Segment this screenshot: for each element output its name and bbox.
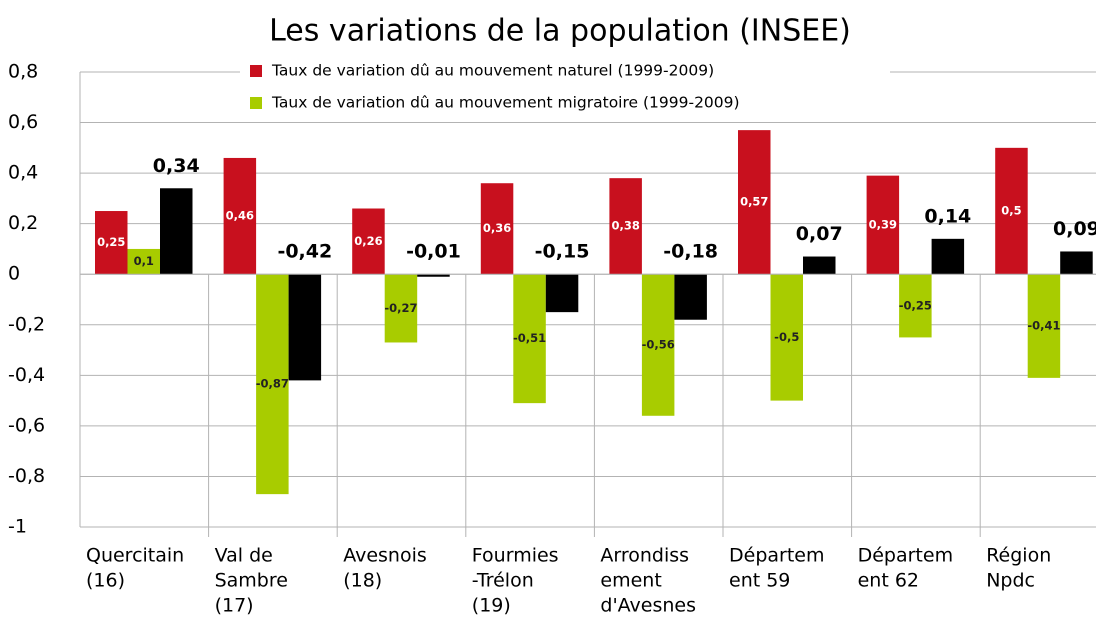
y-tick-label: -0,4 xyxy=(8,364,45,386)
x-tick-label: -Trélon xyxy=(472,570,534,592)
x-tick-label: Départem xyxy=(729,545,824,567)
data-label: 0,36 xyxy=(483,221,511,235)
bar xyxy=(95,211,128,275)
x-tick-label: (17) xyxy=(215,595,254,617)
data-label: -0,41 xyxy=(1027,319,1060,333)
bar xyxy=(160,188,193,275)
legend-swatch xyxy=(250,65,262,77)
x-tick-label: Npdc xyxy=(986,570,1035,592)
y-tick-label: 0,2 xyxy=(8,212,38,234)
bar xyxy=(256,274,289,495)
x-tick-label: d'Avesnes xyxy=(600,595,696,617)
bar xyxy=(384,274,418,343)
data-label: 0,09 xyxy=(1053,218,1096,240)
data-label: -0,01 xyxy=(406,241,461,263)
data-label: 0,39 xyxy=(869,217,897,231)
bar xyxy=(127,248,160,275)
x-tick-label: Avesnois xyxy=(343,545,427,567)
x-tick-label: (18) xyxy=(343,570,382,592)
data-label: 0,34 xyxy=(153,155,200,177)
data-label: -0,25 xyxy=(899,298,932,312)
x-tick-label: Arrondiss xyxy=(600,545,689,567)
bar xyxy=(545,274,579,313)
x-tick-label: Région xyxy=(986,545,1051,567)
x-tick-label: ent 59 xyxy=(729,570,790,592)
data-label: -0,56 xyxy=(642,338,675,352)
legend-label: Taux de variation dû au mouvement migrat… xyxy=(271,94,740,112)
bar xyxy=(931,238,965,275)
bar xyxy=(866,175,900,275)
data-label: -0,5 xyxy=(774,330,799,344)
data-label: 0,14 xyxy=(924,205,971,227)
y-tick-label: -0,8 xyxy=(8,465,45,487)
y-tick-label: -0,6 xyxy=(8,414,45,436)
x-tick-label: ent 62 xyxy=(858,570,919,592)
bar xyxy=(609,178,642,275)
y-tick-label: -1 xyxy=(8,516,27,538)
y-tick-label: 0,6 xyxy=(8,111,38,133)
legend-swatch xyxy=(250,97,262,109)
x-tick-label: Sambre xyxy=(215,570,288,592)
data-label: -0,51 xyxy=(513,331,546,345)
x-tick-label: Départem xyxy=(858,545,953,567)
data-label: -0,15 xyxy=(535,241,590,263)
bar xyxy=(995,147,1028,275)
y-tick-label: -0,2 xyxy=(8,313,45,335)
data-label: 0,5 xyxy=(1001,204,1021,218)
data-label: -0,42 xyxy=(277,241,332,263)
x-tick-label: Val de xyxy=(215,545,273,567)
bar xyxy=(513,274,546,404)
bar xyxy=(223,157,257,275)
bar xyxy=(899,274,932,338)
data-label: -0,18 xyxy=(663,241,718,263)
x-tick-label: (19) xyxy=(472,595,511,617)
y-tick-label: 0,4 xyxy=(8,162,38,184)
bar xyxy=(770,274,803,401)
x-tick-label: Quercitain xyxy=(86,545,184,567)
bar xyxy=(1060,251,1093,275)
data-label: -0,27 xyxy=(384,301,417,315)
bar xyxy=(288,274,322,381)
bar xyxy=(480,183,514,275)
data-label: 0,57 xyxy=(740,195,768,209)
bar xyxy=(641,274,675,416)
bar xyxy=(738,130,771,275)
legend-background xyxy=(240,57,890,119)
bar xyxy=(1027,274,1061,378)
x-tick-label: ement xyxy=(600,570,661,592)
bar xyxy=(674,274,707,320)
chart-title: Les variations de la population (INSEE) xyxy=(269,14,851,49)
data-label: 0,1 xyxy=(134,254,154,268)
data-label: 0,46 xyxy=(226,209,254,223)
legend-label: Taux de variation dû au mouvement nature… xyxy=(271,62,714,80)
data-label: -0,87 xyxy=(256,377,289,391)
x-tick-label: (16) xyxy=(86,570,125,592)
x-tick-label: Fourmies xyxy=(472,545,559,567)
data-label: 0,25 xyxy=(97,235,125,249)
bar xyxy=(417,274,450,277)
data-label: 0,07 xyxy=(796,223,843,245)
data-label: 0,26 xyxy=(354,234,382,248)
bar xyxy=(803,256,836,275)
data-label: 0,38 xyxy=(611,219,639,233)
bar xyxy=(352,208,385,275)
y-tick-label: 0,8 xyxy=(8,61,38,83)
y-tick-label: 0 xyxy=(8,263,20,285)
